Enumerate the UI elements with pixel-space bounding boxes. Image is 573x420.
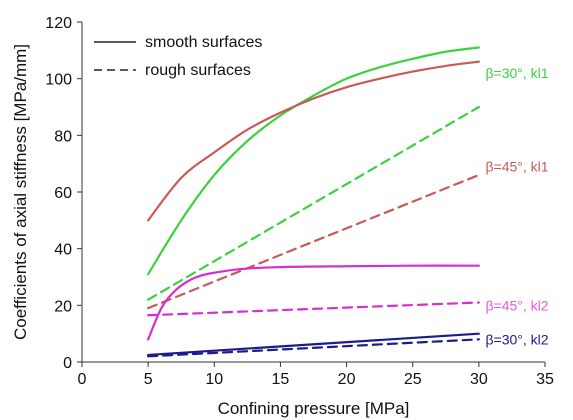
legend-label: rough surfaces bbox=[145, 62, 251, 79]
y-tick-label: 80 bbox=[54, 128, 72, 145]
series-annotation: β=30°, kl2 bbox=[485, 331, 548, 347]
axes bbox=[77, 21, 546, 367]
x-tick-label: 25 bbox=[404, 371, 422, 388]
series-lines bbox=[147, 46, 480, 358]
series-line-0-smooth bbox=[147, 46, 480, 276]
series-annotation: β=30°, kl1 bbox=[485, 65, 548, 81]
series-line-5-rough bbox=[147, 301, 480, 317]
y-tick-label: 20 bbox=[54, 298, 72, 315]
y-tick-label: 120 bbox=[45, 15, 72, 32]
x-tick-label: 10 bbox=[205, 371, 223, 388]
series-annotation: β=45°, kl1 bbox=[485, 159, 548, 175]
x-tick-label: 15 bbox=[272, 371, 290, 388]
series-annotations: β=30°, kl1 β=45°, kl1 β=45°, kl2 β=30°, kl2 bbox=[485, 65, 548, 347]
series-line-7-rough bbox=[147, 338, 480, 358]
series-line-2-smooth bbox=[147, 60, 480, 222]
x-tick-label: 35 bbox=[536, 371, 554, 388]
legend: smooth surfaces rough surfaces bbox=[94, 34, 262, 79]
x-tick-label: 0 bbox=[78, 371, 87, 388]
x-tick-label: 20 bbox=[338, 371, 356, 388]
series-line-6-smooth bbox=[147, 332, 480, 357]
x-tick-label: 30 bbox=[470, 371, 488, 388]
y-tick-label: 60 bbox=[54, 185, 72, 202]
tick-labels: 0 5 10 15 20 25 30 35 0 20 40 60 80 100 120 bbox=[45, 15, 554, 388]
y-axis-title: Coefficients of axial stiffness [MPa/mm] bbox=[11, 44, 30, 340]
y-tick-label: 100 bbox=[45, 72, 72, 89]
x-axis-title: Confining pressure [MPa] bbox=[218, 399, 410, 418]
y-tick-label: 40 bbox=[54, 242, 72, 259]
legend-label: smooth surfaces bbox=[145, 34, 262, 51]
y-tick-label: 0 bbox=[63, 355, 72, 372]
series-line-4-smooth bbox=[147, 264, 480, 341]
series-line-3-rough bbox=[147, 173, 480, 310]
series-annotation: β=45°, kl2 bbox=[485, 297, 548, 313]
series-line-1-rough bbox=[147, 105, 480, 301]
x-tick-label: 5 bbox=[144, 371, 153, 388]
